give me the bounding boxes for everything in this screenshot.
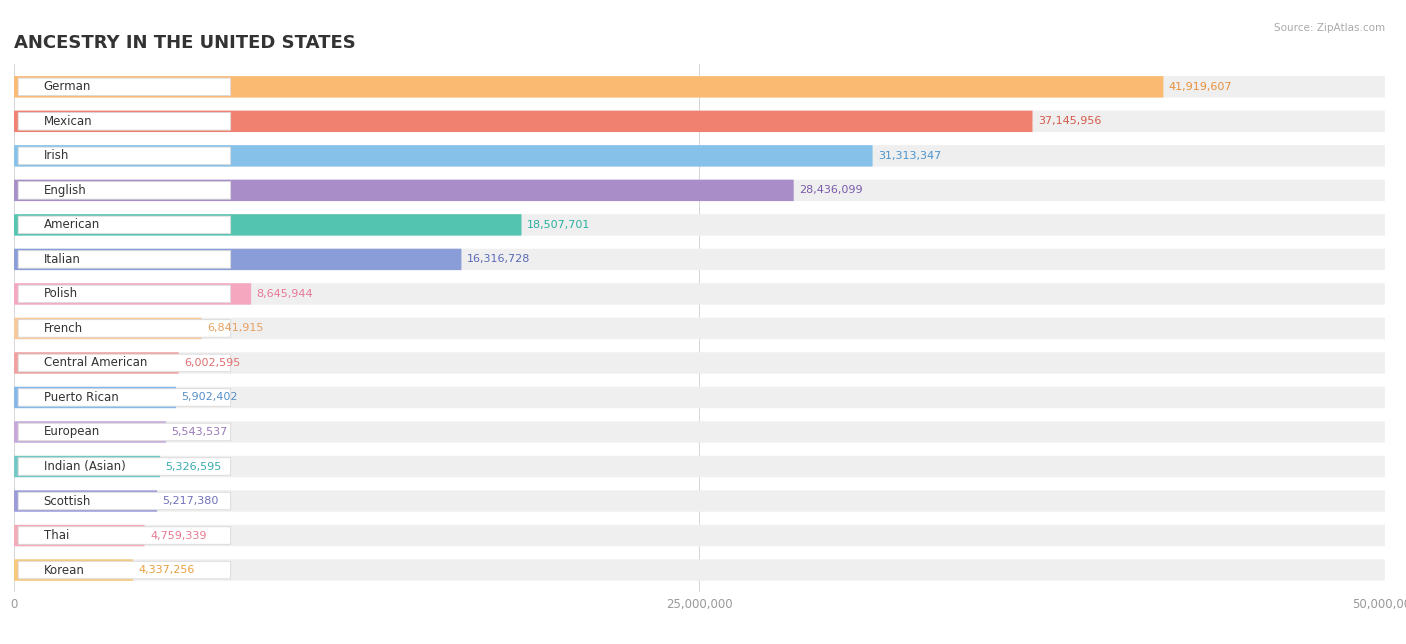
Text: 41,919,607: 41,919,607	[1168, 82, 1232, 92]
FancyBboxPatch shape	[14, 525, 1385, 546]
FancyBboxPatch shape	[18, 147, 231, 165]
FancyBboxPatch shape	[14, 387, 1385, 408]
FancyBboxPatch shape	[18, 492, 231, 510]
FancyBboxPatch shape	[14, 111, 1385, 132]
FancyBboxPatch shape	[14, 214, 1385, 236]
Text: Irish: Irish	[44, 149, 69, 162]
FancyBboxPatch shape	[14, 111, 1032, 132]
FancyBboxPatch shape	[18, 78, 231, 95]
FancyBboxPatch shape	[14, 214, 522, 236]
FancyBboxPatch shape	[14, 283, 252, 305]
FancyBboxPatch shape	[14, 180, 1385, 201]
FancyBboxPatch shape	[14, 352, 1385, 374]
Text: Korean: Korean	[44, 564, 84, 576]
FancyBboxPatch shape	[14, 283, 1385, 305]
FancyBboxPatch shape	[14, 317, 1385, 339]
FancyBboxPatch shape	[18, 182, 231, 199]
FancyBboxPatch shape	[14, 421, 1385, 442]
FancyBboxPatch shape	[18, 527, 231, 544]
Text: Mexican: Mexican	[44, 115, 93, 128]
Text: 31,313,347: 31,313,347	[879, 151, 941, 161]
Text: 5,543,537: 5,543,537	[172, 427, 228, 437]
FancyBboxPatch shape	[14, 490, 157, 512]
FancyBboxPatch shape	[14, 525, 145, 546]
FancyBboxPatch shape	[14, 249, 1385, 270]
FancyBboxPatch shape	[18, 423, 231, 440]
Text: 16,316,728: 16,316,728	[467, 254, 530, 265]
Text: 8,645,944: 8,645,944	[256, 289, 314, 299]
FancyBboxPatch shape	[14, 352, 179, 374]
FancyBboxPatch shape	[14, 490, 1385, 512]
FancyBboxPatch shape	[14, 456, 1385, 477]
Text: 5,326,595: 5,326,595	[166, 462, 222, 471]
Text: 5,902,402: 5,902,402	[181, 392, 238, 402]
FancyBboxPatch shape	[18, 216, 231, 234]
Text: 18,507,701: 18,507,701	[527, 220, 591, 230]
Text: Puerto Rican: Puerto Rican	[44, 391, 118, 404]
FancyBboxPatch shape	[18, 319, 231, 337]
Text: German: German	[44, 80, 91, 93]
Text: ANCESTRY IN THE UNITED STATES: ANCESTRY IN THE UNITED STATES	[14, 33, 356, 52]
FancyBboxPatch shape	[18, 113, 231, 130]
FancyBboxPatch shape	[18, 562, 231, 579]
FancyBboxPatch shape	[18, 389, 231, 406]
FancyBboxPatch shape	[14, 180, 794, 201]
FancyBboxPatch shape	[14, 249, 461, 270]
FancyBboxPatch shape	[14, 76, 1385, 97]
Text: 28,436,099: 28,436,099	[799, 185, 863, 195]
FancyBboxPatch shape	[18, 354, 231, 372]
Text: French: French	[44, 322, 83, 335]
FancyBboxPatch shape	[14, 145, 1385, 167]
Text: Italian: Italian	[44, 253, 80, 266]
FancyBboxPatch shape	[14, 456, 160, 477]
Text: English: English	[44, 184, 86, 197]
Text: 5,217,380: 5,217,380	[163, 496, 219, 506]
Text: Central American: Central American	[44, 357, 148, 370]
FancyBboxPatch shape	[14, 145, 873, 167]
Text: Indian (Asian): Indian (Asian)	[44, 460, 125, 473]
Text: American: American	[44, 218, 100, 231]
Text: Scottish: Scottish	[44, 495, 91, 507]
FancyBboxPatch shape	[14, 421, 166, 442]
Text: Source: ZipAtlas.com: Source: ZipAtlas.com	[1274, 23, 1385, 33]
Text: 4,337,256: 4,337,256	[138, 565, 195, 575]
FancyBboxPatch shape	[14, 76, 1163, 97]
FancyBboxPatch shape	[18, 285, 231, 303]
Text: European: European	[44, 426, 100, 439]
FancyBboxPatch shape	[14, 560, 1385, 581]
Text: 37,145,956: 37,145,956	[1038, 117, 1101, 126]
Text: 4,759,339: 4,759,339	[150, 531, 207, 540]
FancyBboxPatch shape	[14, 387, 176, 408]
Text: 6,841,915: 6,841,915	[207, 323, 263, 334]
FancyBboxPatch shape	[14, 317, 201, 339]
Text: Thai: Thai	[44, 529, 69, 542]
Text: 6,002,595: 6,002,595	[184, 358, 240, 368]
FancyBboxPatch shape	[18, 251, 231, 268]
FancyBboxPatch shape	[14, 560, 134, 581]
Text: Polish: Polish	[44, 287, 77, 300]
FancyBboxPatch shape	[18, 458, 231, 475]
